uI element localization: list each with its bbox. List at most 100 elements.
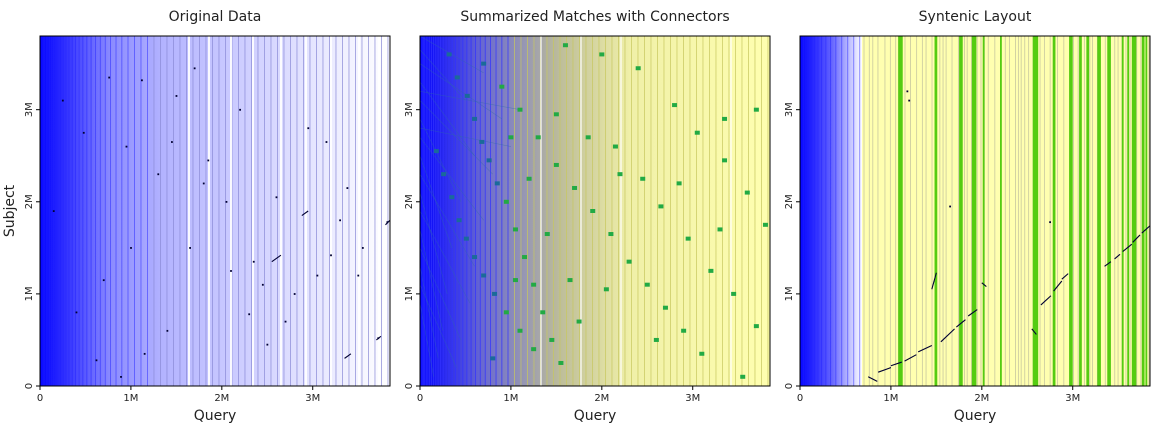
match-point: [499, 84, 505, 89]
match-point: [512, 227, 518, 232]
green-band: [1145, 36, 1148, 386]
match-point: [454, 75, 460, 80]
match-point: [175, 95, 178, 97]
x-tick-label: 0: [37, 393, 43, 404]
match-point: [540, 310, 546, 315]
match-point: [143, 352, 146, 355]
match-point: [357, 274, 360, 277]
band-gap: [230, 36, 232, 386]
connector-line: [420, 36, 484, 74]
match-point: [531, 347, 537, 352]
x-tick-label: 0: [417, 393, 423, 404]
match-point: [626, 259, 632, 264]
match-point: [125, 145, 128, 148]
chart-title: Original Data: [169, 9, 262, 25]
plot-frame: [39, 35, 391, 387]
match-point: [517, 107, 523, 112]
match-point: [120, 375, 122, 378]
match-point: [293, 293, 296, 295]
match-segment: [1141, 225, 1150, 234]
match-segment: [931, 272, 937, 290]
match-point: [1049, 221, 1051, 224]
x-axis-label: Query: [574, 408, 617, 424]
match-point: [512, 278, 518, 283]
match-point: [762, 222, 768, 227]
match-point: [694, 130, 700, 135]
connector-line: [420, 266, 439, 359]
band-gap: [305, 36, 307, 386]
plot-frame: [799, 35, 1151, 387]
green-band: [1032, 36, 1039, 386]
plot-frame: [419, 35, 771, 387]
match-point: [635, 66, 641, 71]
green-band: [971, 36, 977, 386]
match-point: [481, 273, 487, 278]
match-point: [130, 247, 132, 249]
match-segment: [1122, 243, 1133, 252]
match-point: [662, 305, 668, 310]
match-point: [722, 158, 728, 163]
match-segment: [917, 344, 933, 353]
match-point: [908, 99, 911, 102]
band-gap: [252, 36, 254, 386]
match-segment: [967, 309, 978, 317]
match-point: [239, 108, 241, 111]
match-segment: [1132, 234, 1141, 243]
band-gap: [378, 36, 380, 386]
x-tick-label: 3M: [685, 393, 700, 404]
x-tick-label: 0: [797, 393, 803, 404]
match-point: [102, 279, 105, 282]
match-point: [653, 337, 659, 342]
match-point: [479, 139, 485, 144]
match-point: [252, 260, 255, 263]
band-gap: [208, 36, 210, 386]
connector-line: [420, 247, 462, 341]
band-gap: [358, 36, 360, 386]
y-tick-label: 2M: [404, 194, 415, 209]
y-tick-label: 2M: [784, 194, 795, 209]
match-point: [75, 311, 78, 314]
x-tick-label: 2M: [594, 393, 609, 404]
match-segment: [271, 254, 282, 263]
match-point: [275, 196, 278, 199]
green-band: [1079, 36, 1082, 386]
match-point: [463, 236, 469, 241]
connector-line: [420, 118, 462, 202]
plot-area: [800, 36, 1150, 386]
green-band: [1069, 36, 1073, 386]
match-segment: [940, 328, 955, 343]
connector-line: [420, 127, 511, 147]
y-axis-label: Subject: [2, 184, 18, 237]
match-point: [325, 141, 328, 143]
match-segment: [1053, 280, 1063, 292]
y-tick-label: 2M: [24, 194, 35, 209]
match-segment: [877, 367, 892, 373]
match-point: [157, 173, 160, 176]
match-point: [456, 218, 462, 223]
match-segment: [344, 353, 352, 359]
connector-line: [420, 210, 471, 304]
connector-line: [420, 137, 484, 221]
match-point: [640, 176, 646, 181]
band-gap: [580, 36, 582, 386]
green-band: [1127, 36, 1130, 386]
green-band: [1097, 36, 1101, 386]
connector-line: [420, 81, 475, 156]
match-point: [658, 204, 664, 209]
match-point: [316, 274, 319, 277]
match-point: [740, 374, 746, 379]
green-band: [1141, 36, 1145, 386]
match-segment: [1061, 273, 1069, 280]
match-point: [166, 329, 169, 332]
connector-line: [420, 192, 448, 294]
x-tick-label: 2M: [214, 393, 229, 404]
plot-area: [40, 36, 390, 386]
match-point: [672, 103, 678, 108]
match-point: [472, 255, 478, 260]
match-point: [248, 313, 251, 316]
chart-title: Summarized Matches with Connectors: [460, 9, 729, 25]
match-point: [558, 360, 564, 365]
x-axis-label: Query: [194, 408, 237, 424]
match-point: [108, 76, 111, 79]
